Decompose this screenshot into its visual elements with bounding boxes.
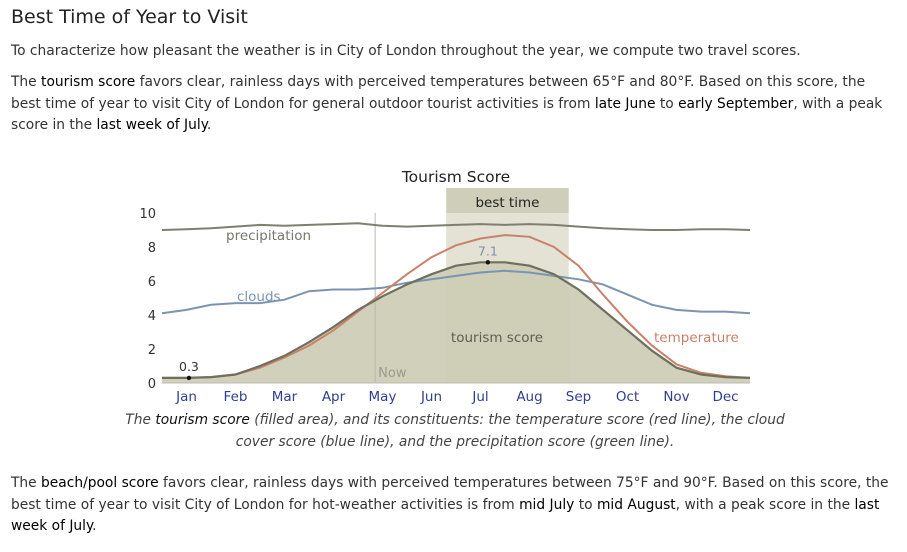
temperature-line [162, 234, 751, 379]
tourism-paragraph: The tourism score favors clear, rainless… [11, 74, 883, 133]
tourism-score-line [162, 261, 751, 379]
chart-title: Tourism Score [401, 168, 510, 186]
y-tick-label: 0 [148, 377, 156, 392]
tourism-score-area [162, 262, 750, 383]
y-tick-label: 8 [148, 241, 156, 256]
month-label: Apr [322, 389, 346, 405]
month-label: Jul [471, 389, 488, 405]
intro-paragraph: To characterize how pleasant the weather… [11, 43, 801, 59]
annotation-dot [485, 260, 491, 265]
chart-caption: The tourism score (filled area), and its… [125, 412, 785, 450]
month-label: Sep [566, 389, 591, 405]
tourism-series-label: tourism score [451, 330, 543, 346]
best-time-start: late June [594, 95, 656, 112]
now-label: Now [378, 366, 407, 381]
beach-best-start: mid July [519, 496, 575, 513]
month-label: Jun [420, 389, 442, 405]
temperature-series-label: temperature [654, 330, 739, 346]
y-tick-label: 2 [148, 343, 156, 358]
precipitation-line [161, 222, 751, 231]
y-tick-label: 10 [139, 207, 156, 222]
month-label: Nov [663, 389, 689, 405]
month-label: Feb [224, 389, 248, 405]
clouds-line [161, 269, 751, 315]
month-label: Mar [272, 389, 298, 405]
month-label: Dec [712, 389, 738, 405]
beach-score-term: beach/pool score [41, 475, 159, 491]
month-label: Jan [175, 389, 197, 405]
section-heading: Best Time of Year to Visit [11, 6, 248, 28]
best-time-header [446, 188, 569, 213]
month-label: Oct [616, 389, 639, 405]
best-time-end: early September [678, 95, 794, 112]
beach-peak-time: last week of July [11, 496, 880, 535]
annotation-label: 0.3 [179, 359, 199, 374]
clouds-series-label: clouds [237, 289, 281, 305]
annotation-dot [186, 375, 192, 381]
month-label: May [369, 389, 397, 405]
month-label: Aug [516, 389, 542, 405]
y-tick-label: 4 [148, 309, 156, 324]
caption-tourism-score: tourism score [155, 412, 250, 428]
annotation-label: 7.1 [478, 243, 498, 258]
precipitation-series-label: precipitation [226, 228, 311, 244]
beach-paragraph: The beach/pool score favors clear, rainl… [11, 475, 889, 535]
beach-best-end: mid August [596, 496, 676, 513]
best-time-label: best time [475, 195, 539, 211]
peak-time: last week of July [96, 117, 207, 133]
tourism-score-term: tourism score [41, 74, 136, 90]
y-tick-label: 6 [148, 275, 156, 290]
